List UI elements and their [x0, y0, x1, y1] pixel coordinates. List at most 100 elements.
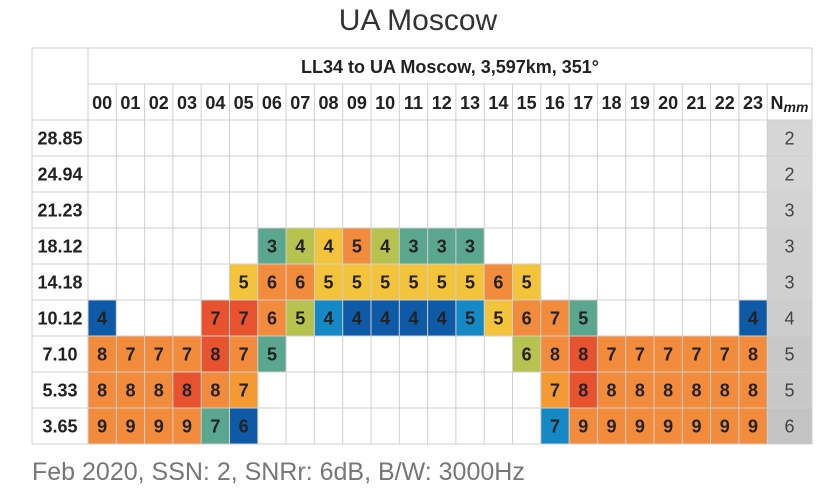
cell-value: 8	[97, 345, 107, 365]
hour-label: 07	[290, 93, 310, 113]
heat-cell	[738, 336, 768, 372]
heat-cell	[314, 264, 343, 300]
heat-cell	[88, 300, 117, 336]
cell-value: 8	[97, 381, 107, 401]
cell-value: 9	[748, 417, 758, 437]
nmm-cell	[767, 264, 812, 300]
heat-cell	[88, 372, 117, 408]
heat-cell	[399, 300, 428, 336]
heat-cell	[569, 372, 598, 408]
cell-value: 3	[408, 237, 418, 257]
cell-value: 5	[437, 273, 447, 293]
hour-label: 06	[262, 93, 282, 113]
cell-value: 6	[522, 309, 532, 329]
heat-cell	[257, 300, 287, 336]
cell-value: 6	[267, 309, 277, 329]
frequency-label: 21.23	[37, 201, 82, 221]
cell-value: 9	[635, 417, 645, 437]
heat-cell	[569, 408, 598, 444]
heat-cell	[455, 300, 485, 336]
cell-value: 7	[550, 381, 560, 401]
cell-value: 8	[578, 381, 588, 401]
cell-value: 9	[154, 417, 164, 437]
heat-cell	[399, 264, 428, 300]
cell-value: 7	[239, 381, 249, 401]
cell-value: 6	[295, 273, 305, 293]
frequency-label: 10.12	[37, 309, 82, 329]
heat-cell	[512, 300, 541, 336]
cell-value: 8	[635, 381, 645, 401]
heat-cell	[257, 336, 287, 372]
cell-value: 4	[97, 309, 107, 329]
hour-label: 14	[488, 93, 508, 113]
cell-value: 4	[408, 309, 418, 329]
nmm-value: 4	[784, 309, 794, 329]
cell-value: 7	[720, 345, 730, 365]
hour-label: 22	[715, 93, 735, 113]
hour-label: 03	[177, 93, 197, 113]
nmm-value: 6	[784, 417, 794, 437]
heat-cell	[201, 300, 230, 336]
hour-label: 23	[743, 93, 763, 113]
hour-label: 09	[347, 93, 367, 113]
cell-value: 6	[267, 273, 277, 293]
cell-value: 3	[267, 237, 277, 257]
heat-cell	[342, 300, 371, 336]
heat-cell	[116, 408, 145, 444]
heat-cell	[116, 336, 145, 372]
cell-value: 9	[97, 417, 107, 437]
heat-cell	[229, 408, 258, 444]
heat-cell	[597, 372, 626, 408]
cell-value: 9	[691, 417, 701, 437]
heat-cell	[710, 372, 739, 408]
cell-value: 4	[437, 309, 447, 329]
heat-cell	[710, 336, 739, 372]
heat-cell	[455, 264, 485, 300]
cell-value: 7	[550, 417, 560, 437]
hour-label: 04	[205, 93, 225, 113]
cell-value: 6	[493, 273, 503, 293]
nmm-cell	[767, 336, 812, 372]
cell-value: 7	[154, 345, 164, 365]
heat-cell	[738, 372, 768, 408]
nmm-value: 3	[784, 201, 794, 221]
hour-label: 00	[92, 93, 112, 113]
cell-value: 9	[720, 417, 730, 437]
heat-cell	[257, 228, 287, 264]
cell-value: 5	[408, 273, 418, 293]
heat-cell	[172, 336, 202, 372]
cell-value: 4	[380, 237, 390, 257]
heat-cell	[427, 228, 456, 264]
heat-cell	[427, 300, 456, 336]
hour-label: 15	[517, 93, 537, 113]
heat-cell	[286, 300, 315, 336]
cell-value: 5	[352, 237, 362, 257]
cell-value: 8	[691, 381, 701, 401]
heat-cell	[512, 264, 541, 300]
heat-cell	[682, 372, 711, 408]
heat-cell	[654, 408, 683, 444]
heat-cell	[597, 336, 626, 372]
heat-cell	[144, 336, 173, 372]
chart-title: UA Moscow	[338, 4, 498, 37]
heat-cell	[625, 372, 654, 408]
heat-cell	[540, 300, 570, 336]
cell-value: 4	[324, 309, 334, 329]
heat-cell	[682, 408, 711, 444]
nmm-value: 3	[784, 237, 794, 257]
heat-cell	[654, 336, 683, 372]
frequency-label: 7.10	[42, 345, 77, 365]
heat-cell	[371, 228, 400, 264]
cell-value: 6	[239, 417, 249, 437]
heat-cell	[540, 372, 570, 408]
heat-cell	[625, 408, 654, 444]
chart-footer: Feb 2020, SSN: 2, SNRr: 6dB, B/W: 3000Hz	[32, 458, 525, 486]
nmm-cell	[767, 408, 812, 444]
cell-value: 5	[522, 273, 532, 293]
nmm-cell	[767, 228, 812, 264]
heat-cell	[286, 264, 315, 300]
hour-label: 16	[545, 93, 565, 113]
cell-value: 5	[380, 273, 390, 293]
cell-value: 3	[465, 237, 475, 257]
